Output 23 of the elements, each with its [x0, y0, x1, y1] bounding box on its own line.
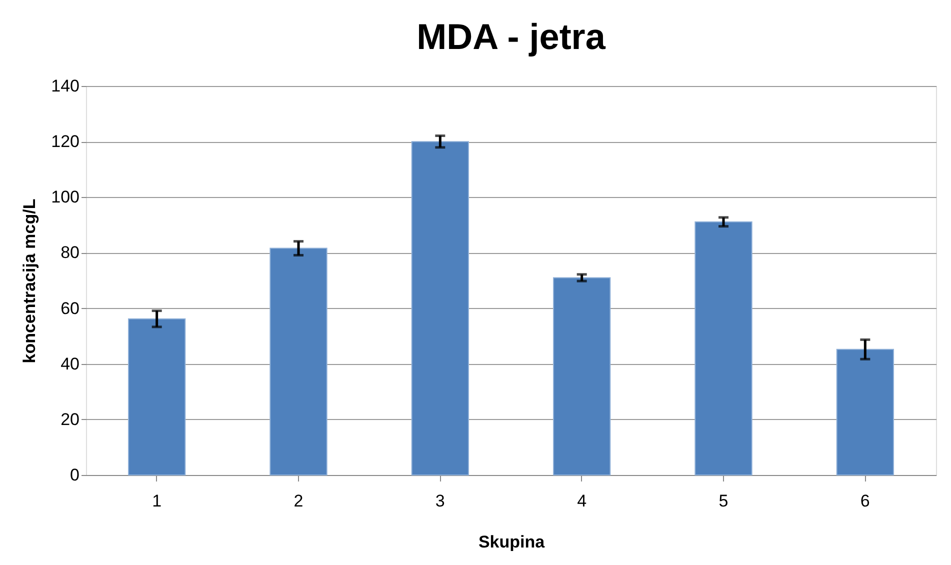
x-tick-label: 3	[435, 492, 445, 510]
y-tick-label: 20	[60, 410, 80, 429]
x-tick-label: 2	[294, 492, 304, 510]
y-axis-title: koncentracija mcg/L	[20, 198, 40, 364]
bar	[128, 318, 186, 476]
y-tick-label: 60	[60, 298, 80, 318]
y-tick-label: 40	[60, 354, 80, 374]
bar	[694, 221, 752, 476]
y-tick-label: 120	[51, 132, 80, 152]
y-tick-label: 100	[51, 188, 80, 207]
chart-title: MDA - jetra	[416, 16, 606, 57]
bar	[270, 248, 328, 476]
x-tick-label: 6	[860, 492, 870, 510]
bar	[836, 348, 894, 476]
x-tick-label: 1	[152, 492, 162, 510]
bar	[411, 141, 469, 476]
y-tick-label: 80	[60, 243, 80, 262]
bar	[553, 277, 611, 476]
x-tick-label: 4	[577, 492, 587, 510]
x-tick-label: 5	[718, 492, 728, 510]
y-tick-label: 140	[51, 76, 80, 96]
x-axis-title: Skupina	[478, 532, 546, 552]
y-tick-label: 0	[70, 466, 80, 484]
